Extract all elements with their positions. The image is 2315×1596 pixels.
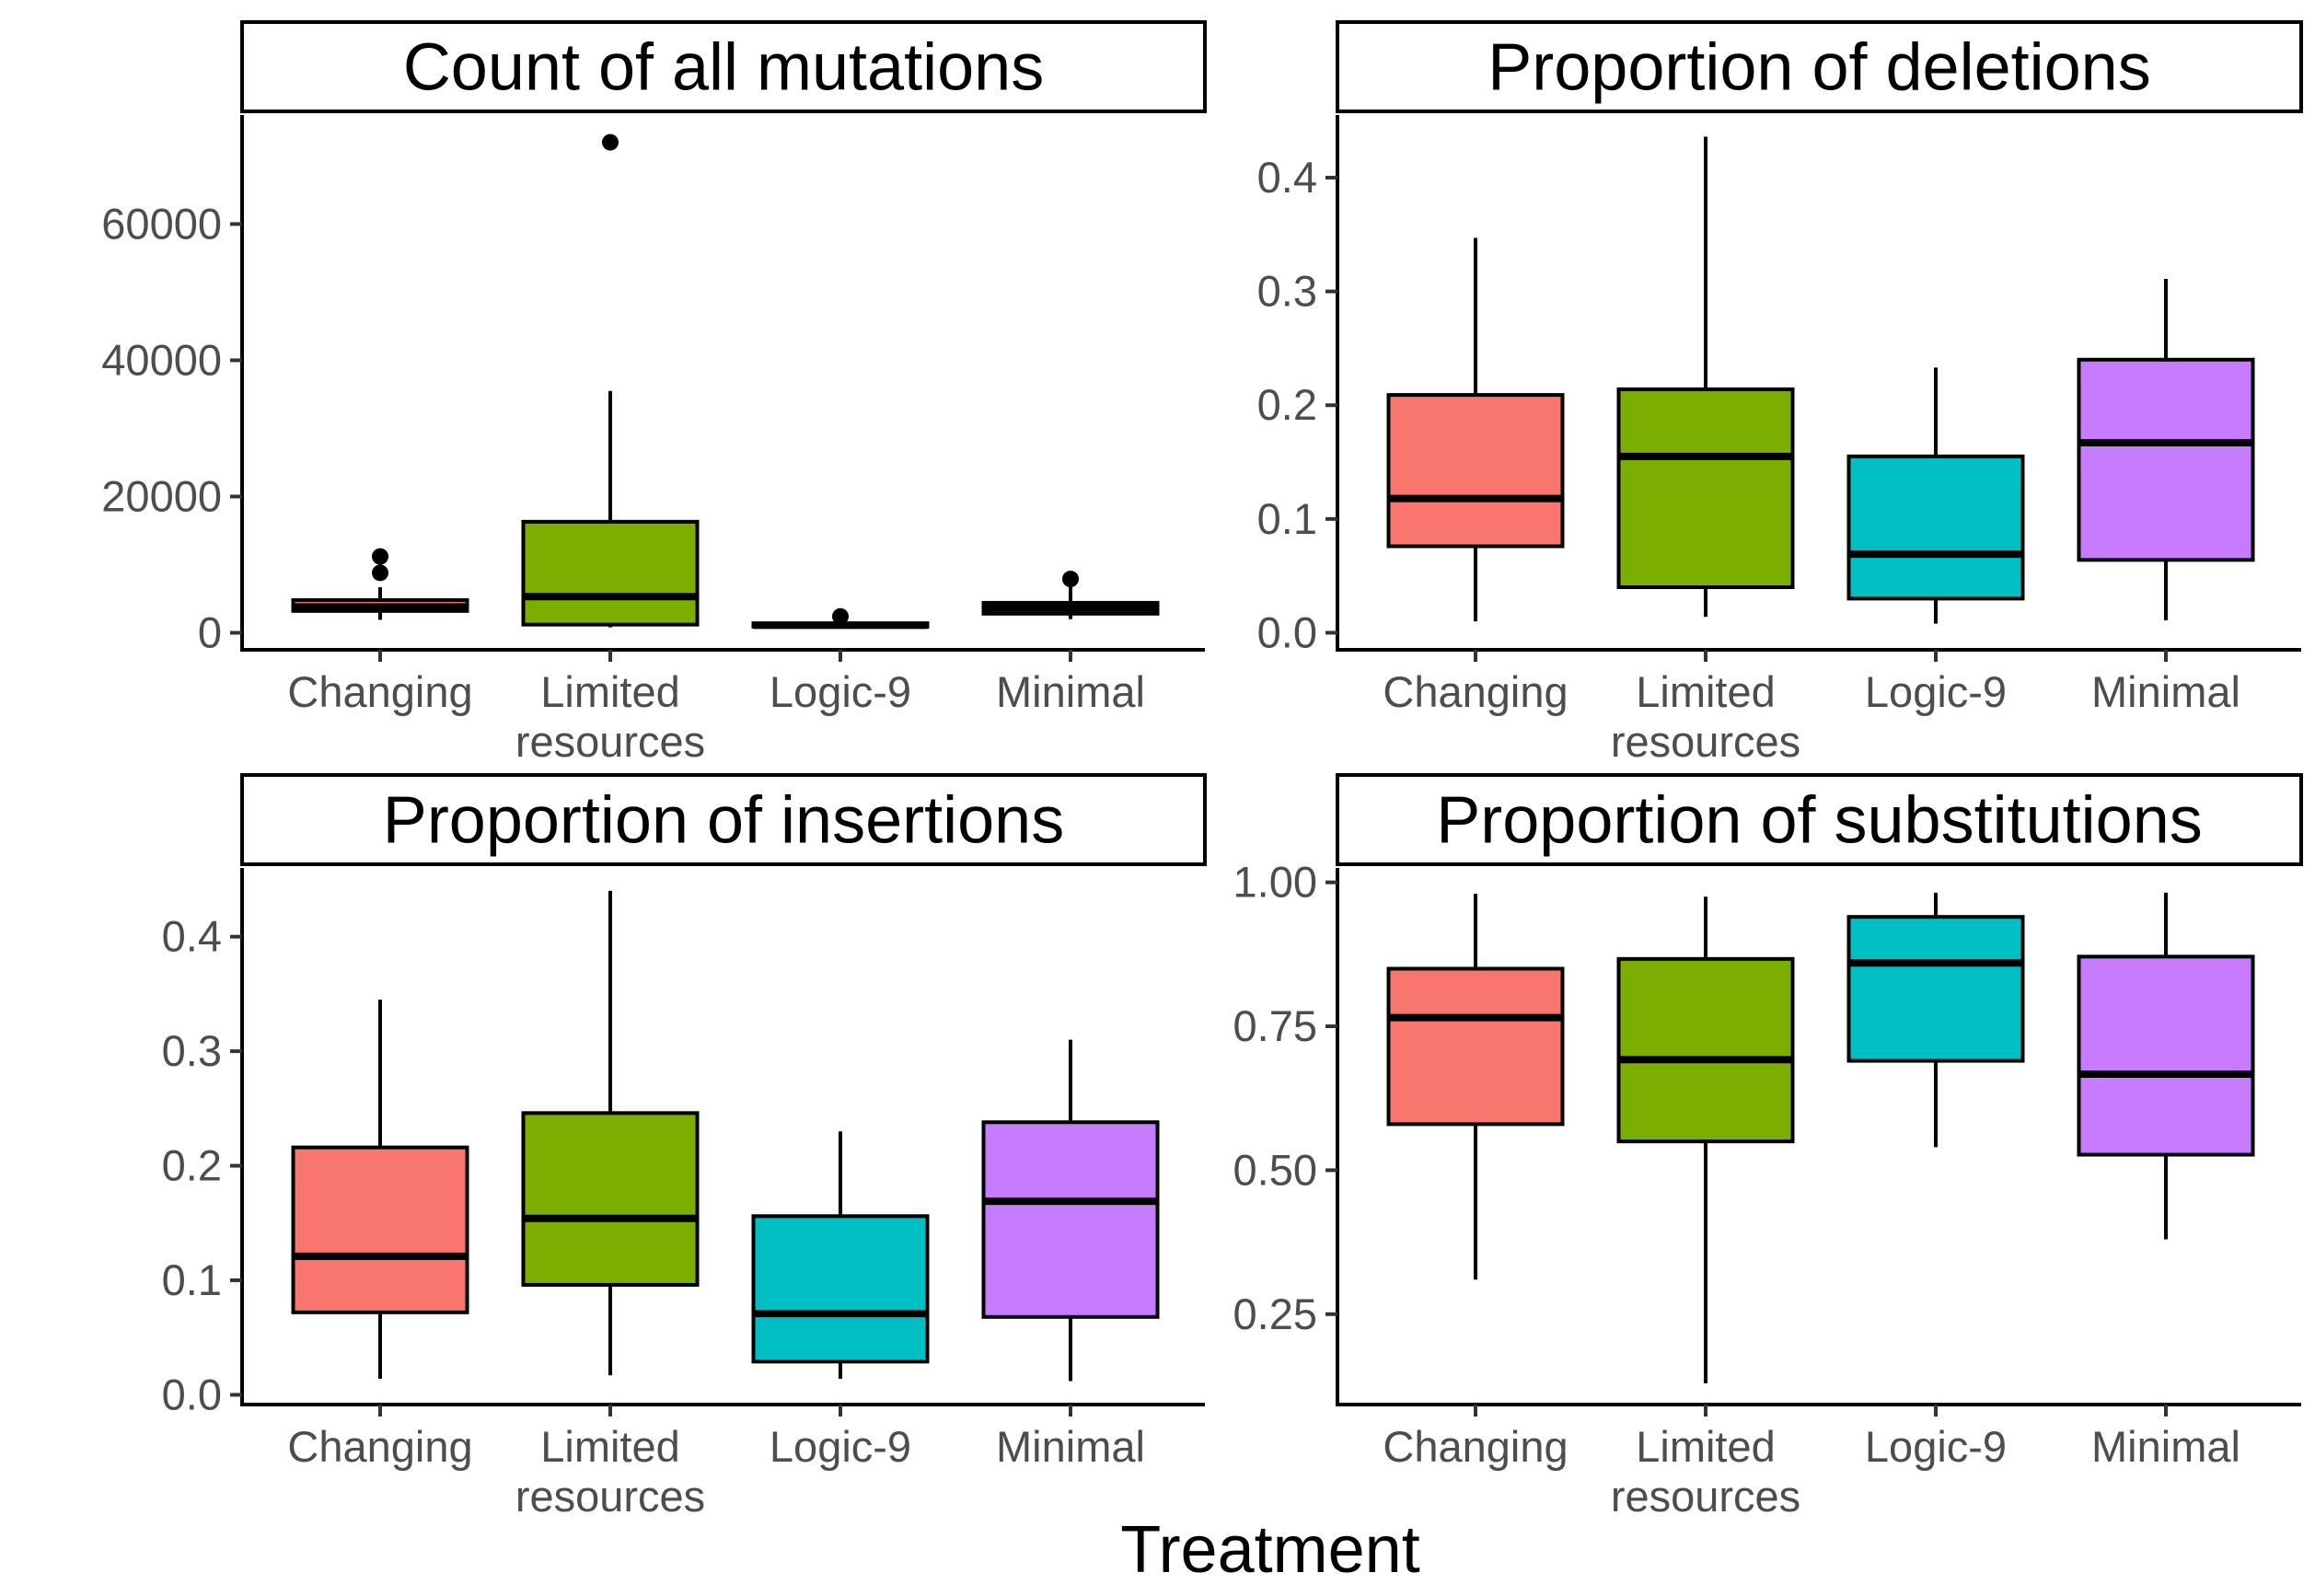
box-iqr (1616, 387, 1795, 590)
boxplot-limited (521, 133, 700, 628)
x-tick-label: Limited resources (515, 1422, 705, 1521)
boxplot-logic-9 (751, 607, 930, 630)
boxplot-limited (1616, 896, 1795, 1383)
y-tick-label: 0.3 (1257, 267, 1317, 316)
panel-title: Count of all mutations (403, 31, 1044, 105)
boxplot-minimal (981, 1039, 1160, 1382)
panel-proportion-deletions: Proportion of deletions 0.0 0.1 0.2 0.3 0.4 Ch… (1257, 20, 2303, 766)
x-axis-title: Treatment (1120, 1513, 1419, 1587)
outlier-point (372, 564, 388, 582)
boxplot-changing (291, 548, 469, 620)
box-iqr (1846, 454, 2025, 601)
box-iqr (1386, 966, 1565, 1127)
panel-strip (1336, 773, 2303, 866)
x-tick-label: Limited resources (1611, 667, 1800, 766)
x-tick-label: Minimal (2091, 1422, 2240, 1471)
boxplot-minimal (981, 571, 1160, 619)
y-tick-label: 0.4 (1257, 153, 1317, 202)
box-iqr (521, 519, 700, 627)
boxplot-logic-9 (1846, 367, 2025, 624)
x-tick-label: Minimal (996, 667, 1145, 716)
y-tick-label: 1.00 (1233, 858, 1317, 907)
x-tick-label: Minimal (996, 1422, 1145, 1471)
boxplot-changing (291, 1000, 469, 1380)
panel-title: Proportion of deletions (1487, 31, 2150, 105)
outlier-point (832, 607, 849, 625)
panel-strip (240, 773, 1207, 866)
x-tick-label: Changing (287, 1422, 472, 1471)
boxplot-changing (1386, 237, 1565, 622)
y-tick-label: 60000 (101, 199, 222, 248)
boxplot-changing (1386, 894, 1565, 1280)
box-iqr (981, 1120, 1160, 1319)
x-tick-label: Limited resources (515, 667, 705, 766)
boxplot-logic-9 (1846, 892, 2025, 1148)
y-tick-label: 0.4 (162, 912, 222, 961)
y-tick-label: 40000 (101, 335, 222, 384)
box-iqr (1386, 393, 1565, 549)
y-tick-label: 20000 (101, 471, 222, 520)
box-iqr (2077, 954, 2255, 1157)
x-tick-label: Logic-9 (1865, 1422, 2007, 1471)
y-tick-label: 0.25 (1233, 1290, 1317, 1338)
y-tick-label: 0.2 (162, 1141, 222, 1190)
y-tick-label: 0.3 (162, 1026, 222, 1075)
x-tick-label: Limited resources (1611, 1422, 1800, 1521)
outlier-point (372, 548, 388, 565)
y-tick-label: 0.50 (1233, 1145, 1317, 1194)
boxplot-logic-9 (751, 1131, 930, 1380)
box-iqr (521, 1111, 700, 1287)
y-tick-label: 0.2 (1257, 380, 1317, 429)
panel-proportion-insertions: Proportion of insertions 0.0 0.1 0.2 0.3 0.4 C… (162, 773, 1207, 1521)
box-iqr (1846, 915, 2025, 1063)
outlier-point (602, 133, 619, 151)
y-tick-label: 0.75 (1233, 1001, 1317, 1050)
boxplot-minimal (2077, 279, 2255, 620)
boxplot-limited (1616, 136, 1795, 618)
x-tick-label: Logic-9 (1865, 667, 2007, 716)
panel-title: Proportion of substitutions (1436, 784, 2202, 858)
y-tick-label: 0.0 (1257, 607, 1317, 656)
box-iqr (751, 1214, 930, 1364)
panel-count-all-mutations: Count of all mutations 0 20000 40000 60000 Ch… (101, 20, 1207, 766)
y-tick-label: 0.1 (162, 1255, 222, 1304)
boxplot-limited (521, 890, 700, 1376)
box-iqr (291, 1145, 469, 1314)
box-iqr (2077, 357, 2255, 562)
panel-strip (1336, 20, 2303, 113)
panel-proportion-substitutions: Proportion of substitutions 0.25 0.50 0.75 1… (1233, 773, 2303, 1521)
x-tick-label: Changing (1383, 1422, 1568, 1471)
x-tick-label: Minimal (2091, 667, 2240, 716)
x-tick-label: Changing (1383, 667, 1568, 716)
box-iqr (1616, 956, 1795, 1144)
y-tick-label: 0.1 (1257, 494, 1317, 543)
boxplot-minimal (2077, 892, 2255, 1240)
x-tick-label: Logic-9 (770, 1422, 911, 1471)
panel-title: Proportion of insertions (383, 784, 1064, 858)
outlier-point (1062, 571, 1079, 588)
panel-strip (240, 20, 1207, 113)
x-tick-label: Changing (287, 667, 472, 716)
y-tick-label: 0.0 (162, 1370, 222, 1418)
x-tick-label: Logic-9 (770, 667, 911, 716)
y-tick-label: 0 (198, 607, 222, 656)
